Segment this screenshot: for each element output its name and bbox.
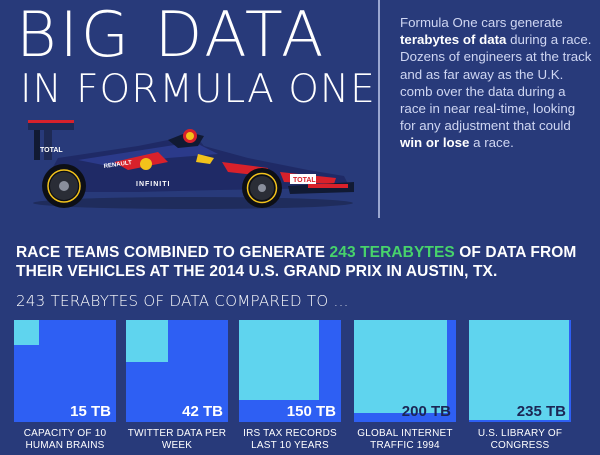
comparison-value: 235 TB (516, 403, 566, 420)
comparison-caption: GLOBAL INTERNET TRAFFIC 1994 (350, 428, 460, 452)
comparison-box: 150 TB (239, 320, 341, 422)
comparison-fill (469, 320, 569, 420)
comparison-value: 150 TB (286, 403, 336, 420)
intro-bold-terabytes: terabytes of data (400, 32, 507, 48)
comparison-caption: CAPACITY OF 10 HUMAN BRAINS (10, 428, 120, 452)
comparison-value: 200 TB (401, 403, 451, 420)
headline-text-before: RACE TEAMS COMBINED TO GENERATE (16, 244, 330, 261)
comparison-fill (126, 320, 168, 362)
comparison-fill (14, 320, 39, 345)
comparison-subhead: 243 TERABYTES OF DATA COMPARED TO ... (16, 292, 349, 310)
caption-line-2: LAST 10 YEARS (251, 440, 329, 451)
comparison-fill (239, 320, 319, 400)
title-big-data: BIG DATA (16, 0, 327, 71)
comparison-box: 235 TB (469, 320, 571, 422)
comparison-value: 42 TB (182, 403, 223, 420)
headline-text-after: OF DATA FROM THEIR VEHICLES AT THE 2014 … (16, 244, 577, 280)
intro-paragraph: Formula One cars generate terabytes of d… (400, 14, 592, 152)
caption-line-1: U.S. LIBRARY OF (477, 428, 563, 439)
headline-highlight-243tb: 243 TERABYTES (329, 244, 455, 261)
vertical-divider (378, 0, 380, 218)
comparison-caption: IRS TAX RECORDS LAST 10 YEARS (235, 428, 345, 452)
caption-line-1: GLOBAL INTERNET (357, 428, 453, 439)
caption-line-2: WEEK (161, 440, 193, 451)
comparison-box: 15 TB (14, 320, 116, 422)
sponsor-infiniti: INFINITI (136, 181, 170, 188)
headline: RACE TEAMS COMBINED TO GENERATE 243 TERA… (16, 243, 596, 281)
comparison-box: 42 TB (126, 320, 228, 422)
comparison-caption: U.S. LIBRARY OF CONGRESS (465, 428, 575, 452)
caption-line-2: CONGRESS (490, 440, 550, 451)
sponsor-renault: RENAULT (103, 160, 132, 170)
caption-line-1: TWITTER DATA PER (127, 428, 227, 439)
intro-text-1: Formula One cars generate (400, 15, 563, 30)
comparison-box: 200 TB (354, 320, 456, 422)
caption-line-2: TRAFFIC 1994 (370, 440, 440, 451)
comparison-value: 15 TB (70, 403, 111, 420)
caption-line-2: HUMAN BRAINS (25, 440, 105, 451)
title-in-formula-one: IN FORMULA ONE (20, 67, 376, 112)
comparison-caption: TWITTER DATA PER WEEK (122, 428, 232, 452)
caption-line-1: CAPACITY OF 10 (23, 428, 107, 439)
f1-car-illustration: TOTAL RENAULT INFINITI TOTAL (28, 120, 354, 209)
intro-bold-win-lose: win or lose (400, 135, 470, 151)
comparison-fill (354, 320, 447, 413)
intro-text-3: a race. (469, 135, 514, 151)
sponsor-total-nose: TOTAL (293, 177, 316, 184)
sponsor-total-rear: TOTAL (40, 147, 63, 154)
intro-text-2: during a race. Dozens of engineers at th… (400, 32, 592, 134)
caption-line-1: IRS TAX RECORDS (243, 428, 337, 439)
